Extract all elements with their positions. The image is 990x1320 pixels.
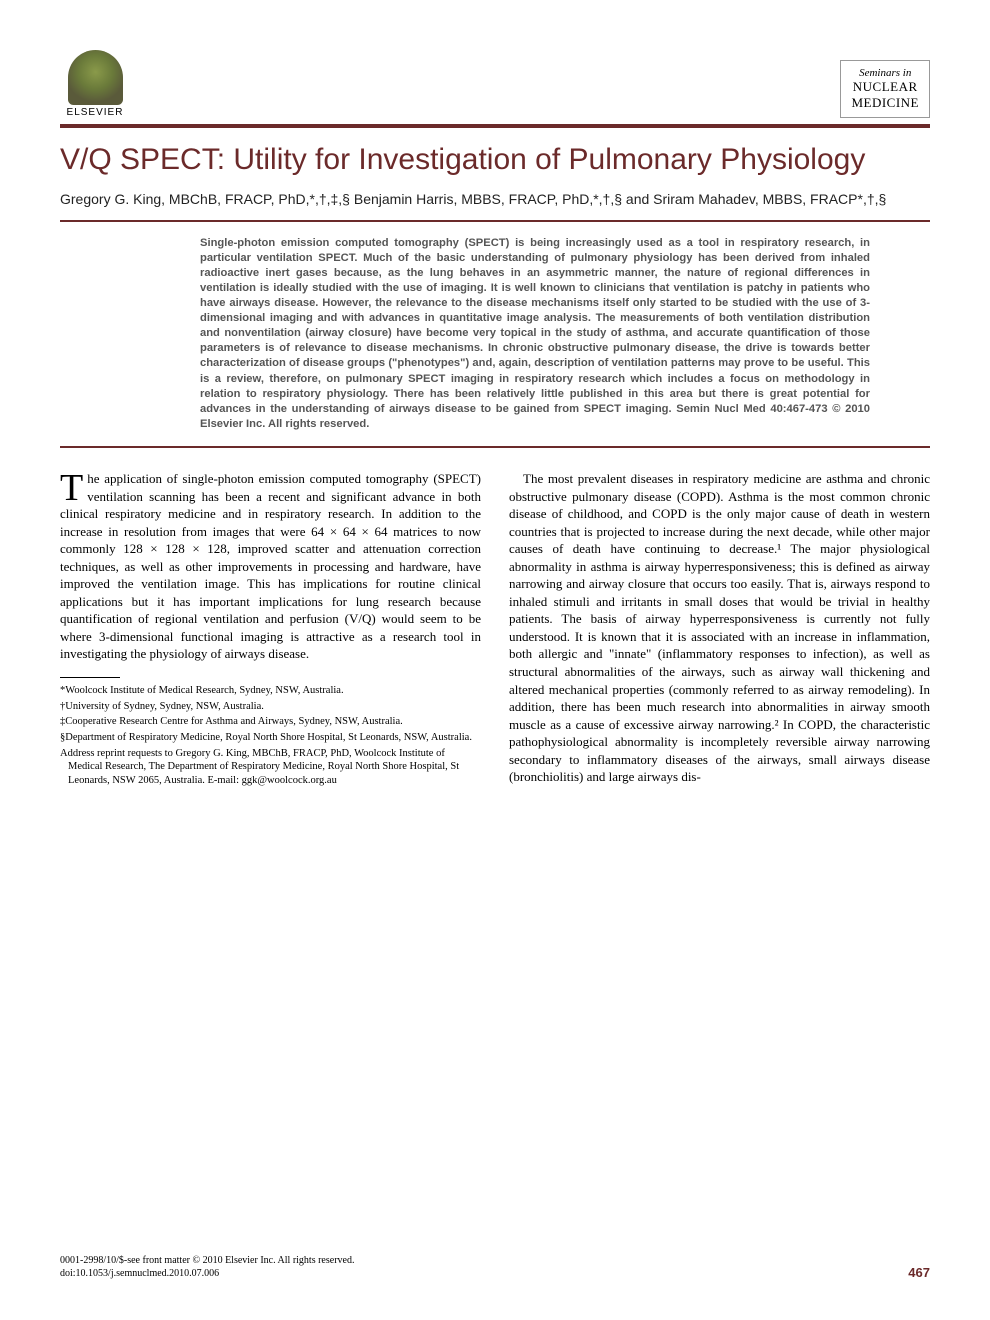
body-paragraph-1: The application of single-photon emissio… bbox=[60, 470, 481, 663]
affiliation-rule bbox=[60, 677, 120, 678]
body-col1-text: he application of single-photon emission… bbox=[60, 471, 481, 661]
author-rule bbox=[60, 220, 930, 222]
article-title: V/Q SPECT: Utility for Investigation of … bbox=[60, 142, 930, 178]
abstract-container: Single-photon emission computed tomograp… bbox=[60, 236, 930, 432]
body-column-left: The application of single-photon emissio… bbox=[60, 470, 481, 790]
affiliation-4: §Department of Respiratory Medicine, Roy… bbox=[60, 731, 481, 745]
header-rule-top bbox=[60, 124, 930, 128]
dropcap: T bbox=[60, 470, 87, 504]
publisher-name: ELSEVIER bbox=[67, 107, 124, 118]
issn-line: 0001-2998/10/$-see front matter © 2010 E… bbox=[60, 1254, 354, 1267]
body-column-right: The most prevalent diseases in respirato… bbox=[509, 470, 930, 790]
doi-line: doi:10.1053/j.semnuclmed.2010.07.006 bbox=[60, 1267, 354, 1280]
elsevier-tree-icon bbox=[68, 50, 123, 105]
page-footer: 0001-2998/10/$-see front matter © 2010 E… bbox=[60, 1254, 930, 1280]
authors-line: Gregory G. King, MBChB, FRACP, PhD,*,†,‡… bbox=[60, 190, 930, 210]
journal-line2: NUCLEAR bbox=[851, 79, 919, 95]
journal-title-box: Seminars in NUCLEAR MEDICINE bbox=[840, 60, 930, 118]
body-col2-text: The most prevalent diseases in respirato… bbox=[509, 470, 930, 786]
body-columns: The application of single-photon emissio… bbox=[60, 470, 930, 790]
journal-line3: MEDICINE bbox=[851, 95, 919, 111]
affiliation-2: †University of Sydney, Sydney, NSW, Aust… bbox=[60, 700, 481, 714]
affiliations-block: *Woolcock Institute of Medical Research,… bbox=[60, 684, 481, 787]
publisher-logo: ELSEVIER bbox=[60, 50, 130, 118]
journal-line1: Seminars in bbox=[851, 67, 919, 79]
abstract-rule-bottom bbox=[60, 446, 930, 448]
reprint-address: Address reprint requests to Gregory G. K… bbox=[60, 747, 481, 788]
abstract-text: Single-photon emission computed tomograp… bbox=[200, 236, 870, 432]
affiliation-3: ‡Cooperative Research Centre for Asthma … bbox=[60, 715, 481, 729]
page-number: 467 bbox=[908, 1265, 930, 1280]
affiliation-1: *Woolcock Institute of Medical Research,… bbox=[60, 684, 481, 698]
footer-left: 0001-2998/10/$-see front matter © 2010 E… bbox=[60, 1254, 354, 1280]
header-row: ELSEVIER Seminars in NUCLEAR MEDICINE bbox=[60, 50, 930, 118]
